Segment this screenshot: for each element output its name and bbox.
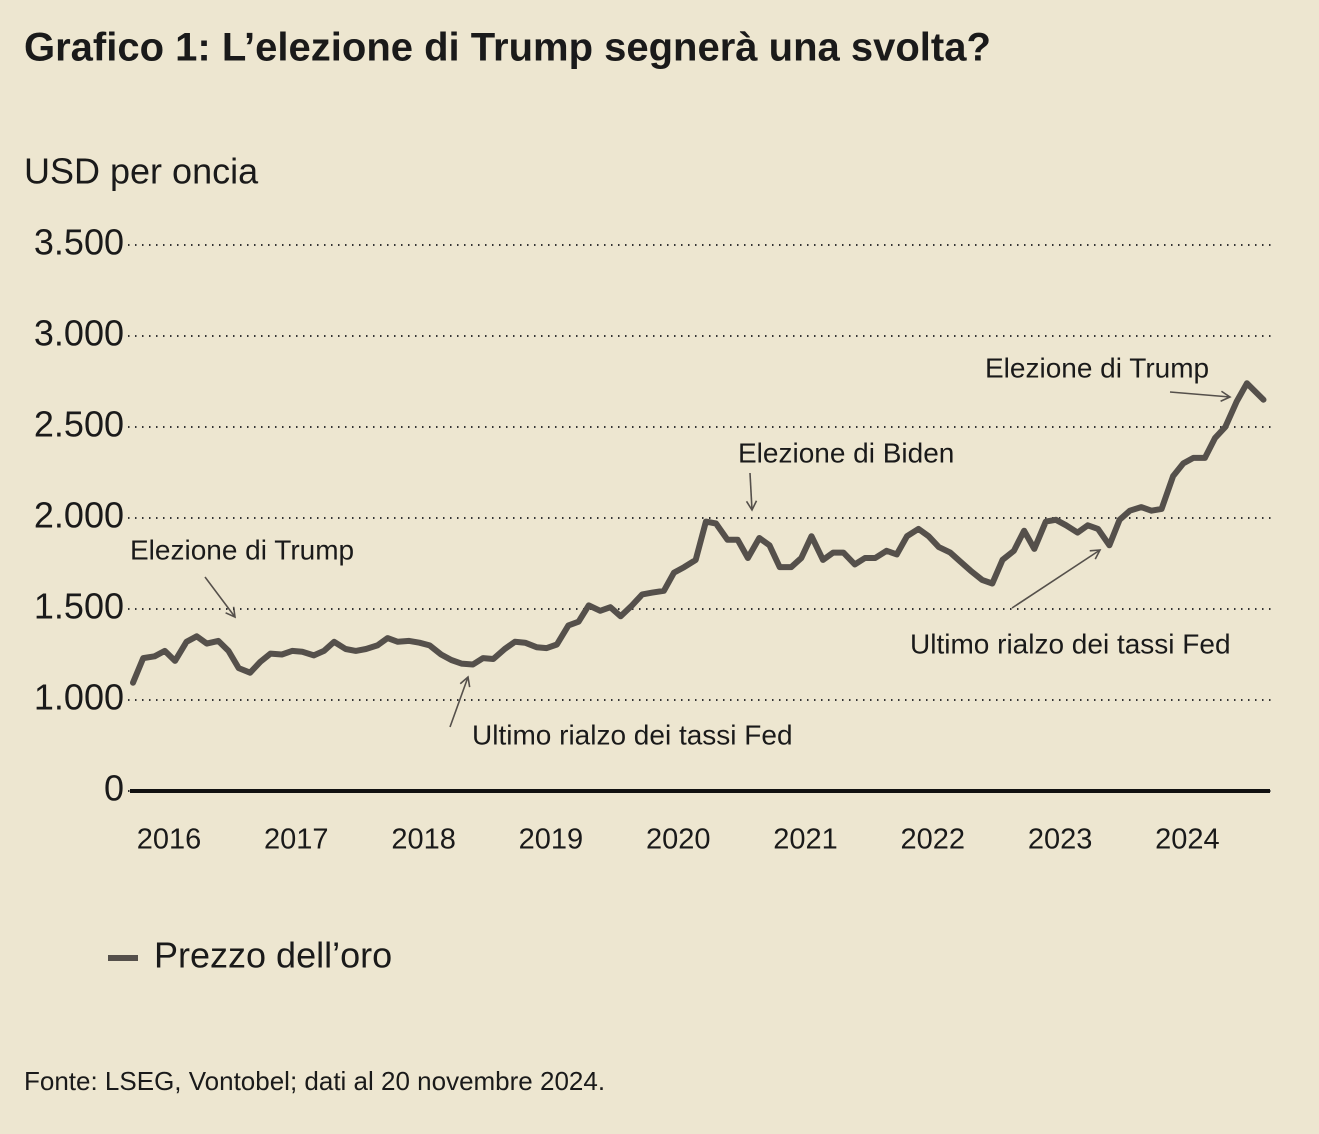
- x-tick-label: 2018: [391, 824, 456, 856]
- annotation: Elezione di Trump: [985, 352, 1209, 383]
- y-tick-label: 3.500: [34, 222, 124, 263]
- y-tick-label: 2.000: [34, 495, 124, 536]
- annotation-arrow: [745, 472, 758, 512]
- x-tick-label: 2017: [264, 824, 329, 856]
- annotation: Ultimo rialzo dei tassi Fed: [910, 628, 1231, 659]
- x-tick-label: 2024: [1155, 824, 1220, 856]
- legend-label: Prezzo dell’oro: [154, 935, 392, 976]
- price-line: [130, 380, 1267, 686]
- y-axis-label: USD per oncia: [24, 151, 259, 192]
- y-tick-label: 2.500: [34, 404, 124, 445]
- annotation-arrow: [204, 576, 236, 619]
- y-tick-label: 1.500: [34, 586, 124, 627]
- chart-title: Grafico 1: L’elezione di Trump segnerà u…: [24, 26, 991, 70]
- annotation: Elezione di Biden: [738, 437, 954, 468]
- annotation-arrow: [449, 675, 471, 728]
- annotation-arrow: [1011, 549, 1102, 609]
- annotations: Elezione di Trump Ultimo rialzo dei tass…: [130, 352, 1232, 750]
- annotation: Ultimo rialzo dei tassi Fed: [472, 719, 793, 750]
- x-tick-label: 2021: [773, 824, 838, 856]
- y-tick-label: 1.000: [34, 677, 124, 718]
- y-tick-label: 3.000: [34, 313, 124, 354]
- annotation-arrow: [1169, 390, 1232, 402]
- annotation: Elezione di Trump: [130, 534, 354, 565]
- x-tick-label: 2023: [1028, 824, 1093, 856]
- x-tick-label: 2019: [519, 824, 584, 856]
- y-tick-label: 0: [104, 768, 124, 809]
- x-tick-label: 2016: [137, 824, 202, 856]
- x-tick-label: 2020: [646, 824, 711, 856]
- x-tick-label: 2022: [901, 824, 966, 856]
- source-note: Fonte: LSEG, Vontobel; dati al 20 novemb…: [24, 1066, 605, 1096]
